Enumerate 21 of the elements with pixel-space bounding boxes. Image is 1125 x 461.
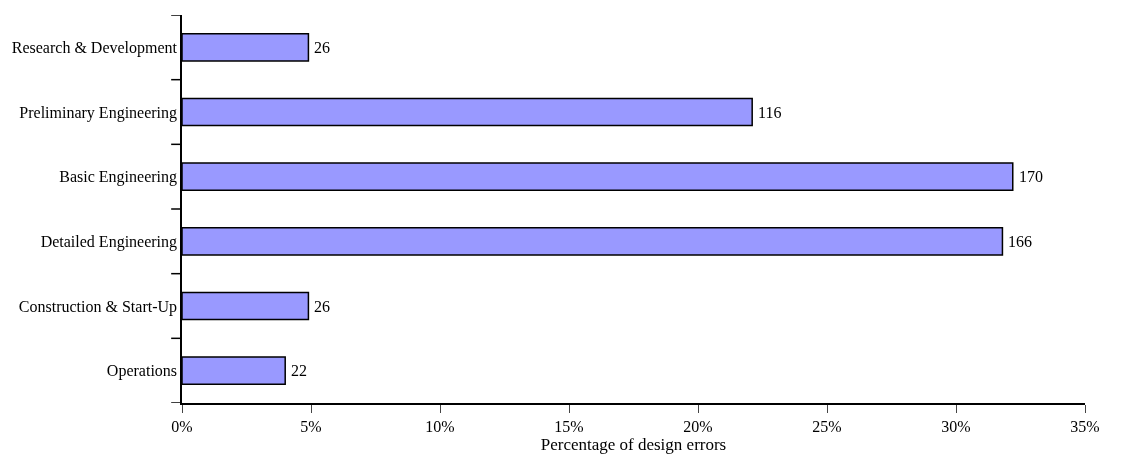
y-tick-label: Research & Development <box>11 38 178 57</box>
x-tick-label: 25% <box>812 417 842 435</box>
x-tick-label: 35% <box>1070 417 1100 435</box>
x-axis-title: Percentage of design errors <box>540 434 727 454</box>
annotation: 22 <box>291 362 307 379</box>
annotation: 116 <box>758 104 782 121</box>
x-tick-label: 20% <box>683 417 713 435</box>
y-tick-label: Construction & Start-Up <box>18 297 178 316</box>
annotation: 26 <box>314 298 330 315</box>
y-tick-label: Preliminary Engineering <box>19 103 178 122</box>
y-tick-label: Detailed Engineering <box>40 232 178 251</box>
annotation: 26 <box>314 39 330 56</box>
y-tick-label: Operations <box>106 362 178 381</box>
annotation: 170 <box>1019 168 1043 185</box>
x-tick-label: 5% <box>300 417 322 435</box>
x-tick-label: 30% <box>941 417 971 435</box>
x-tick-label: 0% <box>171 417 193 435</box>
y-tick-label: Basic Engineering <box>59 168 178 187</box>
annotation: 166 <box>1008 233 1032 250</box>
x-tick-label: 15% <box>554 417 584 435</box>
x-tick-label: 10% <box>425 417 455 435</box>
